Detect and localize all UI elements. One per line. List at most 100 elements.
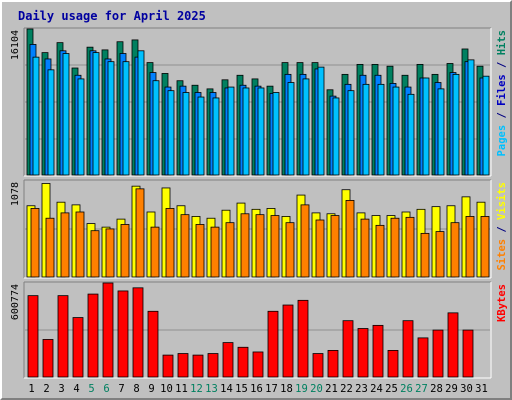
bar-kbytes-day-19 [297, 299, 309, 378]
bar-sites-day-24 [375, 224, 385, 278]
day-tick-label: 5 [88, 383, 94, 395]
bar-pages-day-23 [362, 83, 370, 176]
bar-kbytes-day-23 [357, 328, 369, 378]
day-tick-label: 11 [175, 383, 188, 395]
legend-part: Hits [496, 30, 508, 55]
day-tick-label: 14 [220, 383, 233, 395]
bar-sites-day-11 [180, 214, 190, 278]
day-tick-label: 17 [265, 383, 278, 395]
bar-pages-day-3 [62, 53, 70, 176]
bar-pages-day-6 [107, 61, 115, 176]
bar-kbytes-day-25 [387, 350, 399, 378]
day-tick-label: 27 [415, 383, 428, 395]
bar-pages-day-16 [257, 87, 265, 176]
bar-sites-day-8 [135, 188, 145, 278]
bar-pages-day-12 [197, 96, 205, 176]
bar-sites-day-22 [345, 200, 355, 278]
bar-kbytes-day-10 [162, 354, 174, 378]
bar-sites-day-5 [90, 230, 100, 278]
bar-kbytes-day-7 [117, 290, 129, 378]
bar-sites-day-21 [330, 215, 340, 278]
bar-kbytes-day-9 [147, 310, 159, 378]
day-tick-label: 3 [58, 383, 64, 395]
legend-part: / [496, 220, 508, 239]
bar-kbytes-day-11 [177, 353, 189, 378]
day-tick-label: 15 [235, 383, 248, 395]
day-tick-label: 18 [280, 383, 293, 395]
day-tick-label: 29 [445, 383, 458, 395]
y-max-label: 600774 [10, 284, 21, 320]
legend-part: Pages [496, 125, 508, 157]
y-max-label: 1078 [10, 182, 21, 206]
legend-part: / [496, 106, 508, 125]
legend-part: Visits [496, 182, 508, 220]
day-tick-label: 9 [148, 383, 154, 395]
bar-kbytes-day-12 [192, 354, 204, 378]
bar-kbytes-day-13 [207, 353, 219, 378]
bar-pages-day-18 [287, 82, 295, 176]
bar-sites-day-3 [60, 212, 70, 278]
bar-pages-day-11 [182, 92, 190, 176]
bar-sites-day-20 [315, 219, 325, 278]
bar-kbytes-day-2 [42, 339, 54, 378]
day-tick-label: 31 [475, 383, 488, 395]
bar-kbytes-day-24 [372, 324, 384, 378]
bar-pages-day-21 [332, 97, 340, 176]
day-tick-label: 6 [103, 383, 109, 395]
bar-kbytes-day-17 [267, 310, 279, 378]
legend-part: Sites [496, 239, 508, 271]
bar-kbytes-day-22 [342, 320, 354, 378]
bar-sites-day-31 [480, 216, 490, 278]
bar-sites-day-4 [75, 211, 85, 278]
bar-kbytes-day-27 [417, 337, 429, 378]
bar-kbytes-day-4 [72, 317, 84, 378]
day-tick-label: 7 [118, 383, 124, 395]
bar-kbytes-day-3 [57, 295, 69, 378]
day-tick-label: 1 [28, 383, 34, 395]
bar-sites-day-26 [405, 216, 415, 278]
bar-pages-day-27 [422, 77, 430, 176]
series-legend-label: Sites / Visits [496, 182, 508, 271]
bar-sites-day-27 [420, 232, 430, 278]
bar-pages-day-4 [77, 78, 85, 176]
day-tick-label: 20 [310, 383, 323, 395]
bar-sites-day-2 [45, 217, 55, 278]
day-tick-label: 23 [355, 383, 368, 395]
bar-kbytes-day-21 [327, 350, 339, 378]
day-tick-label: 21 [325, 383, 338, 395]
legend-part: / [496, 55, 508, 74]
bar-sites-day-28 [435, 231, 445, 278]
bar-pages-day-22 [347, 90, 355, 176]
bar-kbytes-day-16 [252, 351, 264, 378]
bar-kbytes-day-1 [27, 295, 39, 378]
day-tick-label: 8 [133, 383, 139, 395]
bar-sites-day-9 [150, 226, 160, 278]
bar-kbytes-day-5 [87, 293, 99, 378]
bar-pages-day-19 [302, 78, 310, 176]
bar-pages-day-1 [32, 56, 40, 176]
bar-sites-day-12 [195, 224, 205, 278]
bar-sites-day-14 [225, 222, 235, 278]
bar-pages-day-30 [467, 59, 475, 176]
bar-kbytes-day-29 [447, 312, 459, 378]
day-tick-label: 22 [340, 383, 353, 395]
bar-pages-day-13 [212, 97, 220, 176]
bar-kbytes-day-20 [312, 353, 324, 378]
bar-sites-day-18 [285, 222, 295, 278]
bar-sites-day-19 [300, 204, 310, 278]
series-legend-label: Pages / Files / Hits [496, 30, 508, 156]
bar-sites-day-10 [165, 208, 175, 278]
day-tick-label: 26 [400, 383, 413, 395]
bar-pages-day-20 [317, 66, 325, 176]
day-tick-label: 4 [73, 383, 79, 395]
bar-pages-day-7 [122, 61, 130, 176]
bar-kbytes-day-26 [402, 320, 414, 378]
bar-sites-day-13 [210, 226, 220, 278]
bar-sites-day-25 [390, 217, 400, 278]
bar-kbytes-day-30 [462, 329, 474, 378]
bar-pages-day-31 [482, 75, 490, 176]
bar-pages-day-10 [167, 90, 175, 176]
day-tick-label: 2 [43, 383, 49, 395]
